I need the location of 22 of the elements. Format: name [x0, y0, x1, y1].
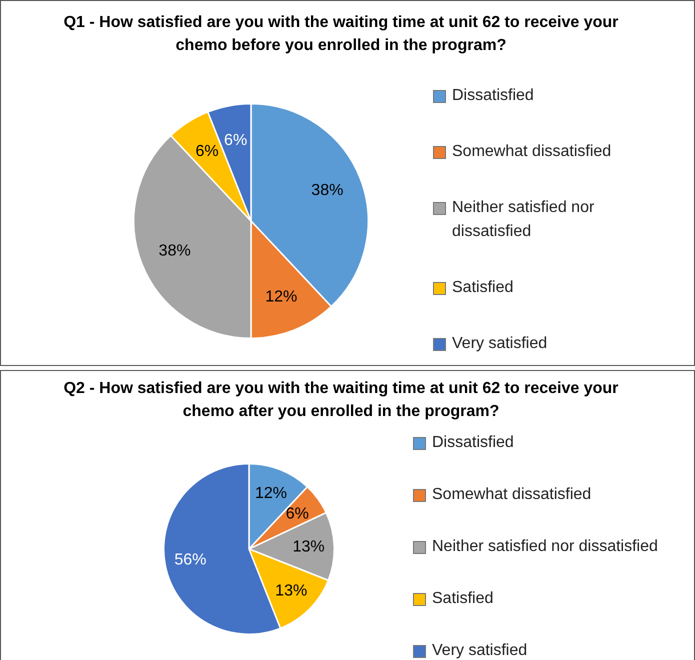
chart-title: Q1 - How satisfied are you with the waiting time at unit 62 to receive your chemo before you enrolled in the program?: [62, 13, 620, 56]
data-label: 13%: [275, 582, 308, 600]
chart-title: Q2 - How satisfied are you with the waiting time at unit 62 to receive your chemo after you enrolled in the program?: [62, 379, 620, 422]
legend-label: Very satisfied: [452, 334, 548, 354]
legend-label: Dissatisfied: [452, 86, 534, 106]
data-label: 6%: [224, 132, 248, 149]
data-label: 6%: [195, 143, 219, 160]
data-label: 12%: [265, 288, 298, 306]
legend-label: Neither satisfied nor dissatisfied: [432, 537, 658, 557]
data-label: 38%: [311, 182, 344, 200]
data-label: 6%: [286, 505, 309, 522]
data-label: 12%: [254, 484, 287, 502]
legend-label: Somewhat dissatisfied: [432, 485, 592, 505]
legend-label: Very satisfied: [432, 641, 528, 660]
legend-label: Neither satisfied nor dissatisfied: [452, 198, 596, 242]
legend-label: Somewhat dissatisfied: [452, 142, 612, 162]
legend-label: Satisfied: [432, 589, 494, 609]
data-label: 13%: [292, 538, 325, 556]
data-label: 38%: [158, 242, 191, 260]
legend-label: Dissatisfied: [432, 433, 514, 453]
legend-label: Satisfied: [452, 278, 514, 298]
data-label: 56%: [174, 552, 206, 569]
